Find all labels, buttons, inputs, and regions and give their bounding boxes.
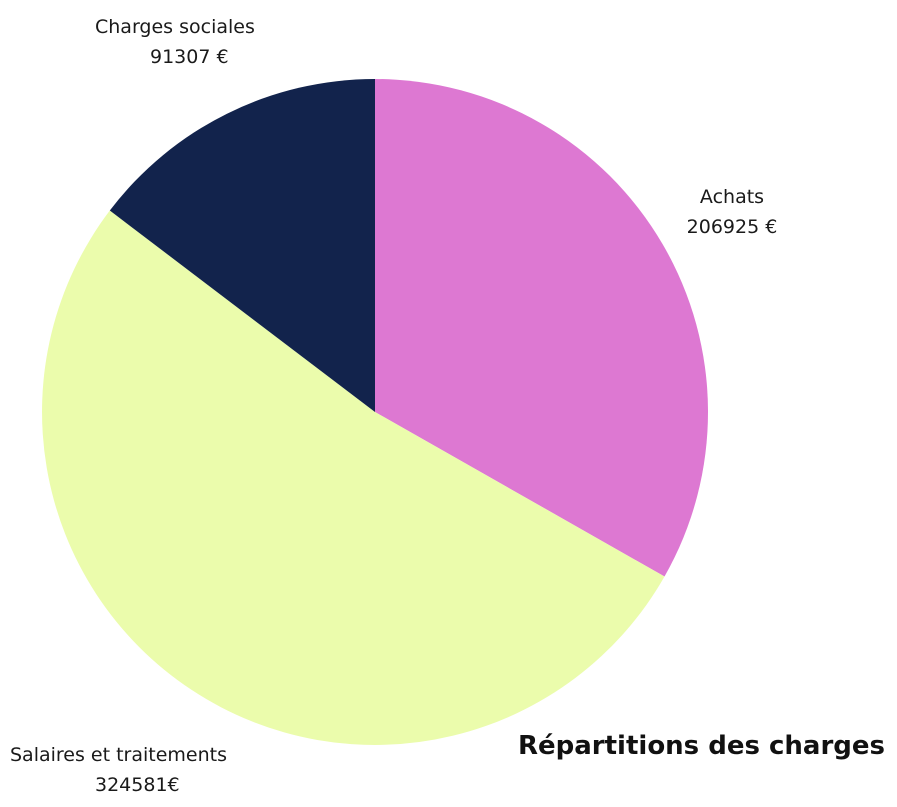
slice-value-label: 206925 € bbox=[686, 216, 778, 238]
pie-slice-achats bbox=[375, 79, 708, 577]
slice-value-label: 91307 € bbox=[150, 46, 229, 68]
slice-value-label: 324581€ bbox=[95, 774, 180, 796]
slice-category-label: Charges sociales bbox=[95, 16, 255, 38]
chart-title: Répartitions des charges bbox=[518, 731, 885, 761]
pie-slice-salaires-et-traitements bbox=[42, 210, 665, 745]
slice-label-salaires: Salaires et traitements 324581€ bbox=[10, 740, 280, 800]
slice-label-achats: Achats 206925 € bbox=[662, 182, 802, 242]
slice-label-charges-sociales: Charges sociales 91307 € bbox=[95, 12, 295, 72]
pie-slices bbox=[42, 79, 708, 745]
slice-category-label: Salaires et traitements bbox=[10, 744, 228, 766]
slice-category-label: Achats bbox=[699, 186, 765, 208]
pie-slice-charges-sociales bbox=[109, 79, 375, 412]
